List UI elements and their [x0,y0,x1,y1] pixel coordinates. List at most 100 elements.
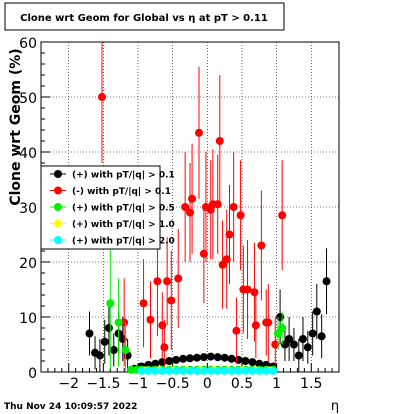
legend-marker [54,236,62,244]
data-point [255,359,264,368]
legend-marker [54,170,62,178]
data-point [213,200,222,209]
x-tick-label: 1.5 [300,376,322,392]
data-point [167,296,176,305]
data-point [250,288,259,297]
data-point [106,299,115,308]
data-point [158,366,167,375]
data-point [121,346,130,354]
data-point [144,366,153,375]
data-point [165,366,174,375]
y-axis-label: Clone wrt Geom (%) [8,48,24,205]
data-point [234,366,243,375]
y-tick-label: 20 [19,256,37,272]
data-point [294,351,303,360]
data-point [227,366,236,375]
data-point [234,355,243,364]
data-point [229,203,238,211]
x-tick-labels: −2 −1.5 −1 −0.5 0 0.5 1 1.5 [58,376,322,392]
x-tick-label: −2 [58,376,79,392]
data-point [158,358,167,367]
data-point [192,353,201,362]
legend-label: (+) with pT/|q| > 2.0 [72,237,175,247]
title-box [4,2,285,31]
legend: (+) with pT/|q| > 0.1 (-) with pT/|q| > 0… [40,165,175,250]
data-point [248,358,257,367]
data-point [257,241,266,250]
timestamp: Thu Nov 24 10:09:57 2022 [4,402,137,412]
data-point [278,324,287,332]
y-tick-label: 60 [19,36,37,52]
data-point [160,343,169,352]
data-point [289,340,298,349]
legend-marker [54,219,62,228]
data-point [248,366,257,375]
y-tick-label: 0 [28,366,37,382]
chart-title: Clone wrt Geom for Global vs η at pT > 0… [20,13,268,24]
data-point [179,354,188,363]
data-point [199,249,208,258]
data-point [206,366,215,375]
data-point [181,203,190,211]
data-point [199,353,208,362]
data-point [251,321,260,330]
series-1 [97,42,287,372]
data-point [120,318,129,327]
x-tick-label: 0.5 [231,376,253,392]
data-point [163,277,172,286]
data-point [236,211,245,220]
data-point [262,366,271,375]
x-tick-label: 0 [203,376,212,392]
data-point [151,359,160,368]
x-tick-label: −1.5 [86,376,120,392]
data-point [215,137,224,145]
y-tick-labels: 0 10 20 30 40 50 60 [19,36,37,382]
data-point [199,366,208,375]
data-point [220,353,229,362]
data-point [280,340,289,349]
data-point [97,93,106,101]
data-point [303,343,312,352]
data-point [206,205,215,214]
data-point [271,340,280,349]
data-point [225,230,234,239]
data-point [206,352,215,361]
data-point [137,366,146,375]
y-tick-label: 50 [19,91,37,107]
data-point [213,366,222,375]
data-point [127,365,136,374]
data-point [109,346,118,354]
data-point [274,329,283,338]
x-tick-label: −0.5 [156,376,190,392]
y-tick-label: 30 [19,201,37,217]
data-point [179,366,188,375]
data-point [151,366,160,375]
data-point [213,353,222,362]
data-point [195,128,204,137]
data-point [269,366,278,375]
data-point [317,332,326,341]
data-point [146,315,155,324]
data-point [100,337,109,346]
data-point [192,366,201,375]
data-point [172,366,181,375]
legend-marker [54,186,62,195]
data-point [312,307,321,316]
x-tick-label: 1 [272,376,281,392]
legend-label: (-) with pT/|q| > 0.1 [72,187,171,197]
data-point [174,274,183,283]
data-point [232,326,241,335]
series-4 [137,366,278,375]
data-series [85,42,331,375]
data-point [322,277,331,286]
data-point [165,357,174,365]
data-point [227,354,236,363]
data-point [255,366,264,375]
data-point [241,366,250,375]
data-point [153,277,162,286]
data-point [239,285,248,294]
data-point [188,194,197,203]
data-point [298,335,307,343]
data-point [218,260,227,269]
legend-label: (+) with pT/|q| > 0.1 [72,171,175,181]
